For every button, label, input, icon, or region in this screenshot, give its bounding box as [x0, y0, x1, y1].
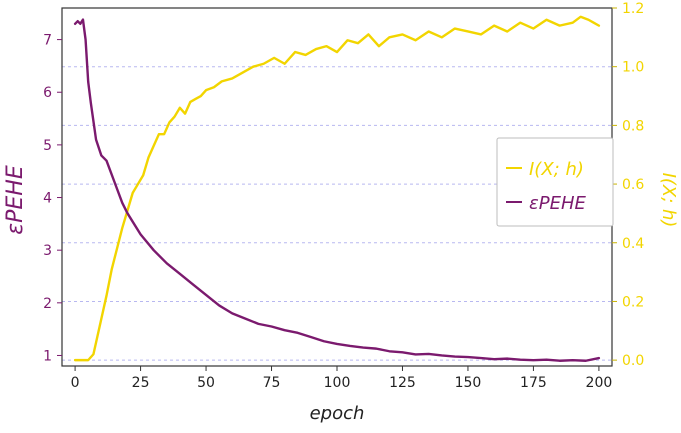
y-left-tick-label-2: 3 [43, 243, 52, 259]
y-right-tick-label-2: 0.4 [622, 236, 644, 252]
y-left-tick-label-0: 1 [43, 348, 52, 364]
y-left-tick-label-1: 2 [43, 296, 52, 312]
x-tick-label-5: 125 [389, 375, 416, 391]
y-right-tick-label-0: 0.0 [622, 353, 644, 369]
y-right-tick-label-1: 0.2 [622, 294, 644, 310]
x-tick-label-4: 100 [324, 375, 351, 391]
x-tick-label-0: 0 [71, 375, 80, 391]
y-right-tick-label-3: 0.6 [622, 177, 644, 193]
y-right-axis-title: I(X; h) [658, 173, 679, 228]
y-left-tick-label-4: 5 [43, 138, 52, 154]
x-tick-label-3: 75 [263, 375, 281, 391]
legend-label-i-xh: I(X; h) [529, 159, 584, 180]
y-left-tick-label-6: 7 [43, 33, 52, 49]
x-tick-label-6: 150 [455, 375, 482, 391]
y-left-tick-label-3: 4 [43, 191, 52, 207]
x-tick-label-1: 25 [132, 375, 150, 391]
x-axis-title: epoch [310, 403, 365, 424]
x-tick-label-2: 50 [197, 375, 215, 391]
legend: I(X; h) εPEHE [497, 138, 613, 226]
y-left-tick-label-5: 6 [43, 85, 52, 101]
x-tick-label-8: 200 [586, 375, 613, 391]
y-right-tick-label-5: 1.0 [622, 60, 644, 76]
x-tick-label-7: 175 [520, 375, 547, 391]
y-left-axis-title: εPEHE [3, 165, 28, 235]
y-right-tick-label-4: 0.8 [622, 118, 644, 134]
legend-label-epehe: εPEHE [529, 193, 586, 214]
y-right-tick-label-6: 1.2 [622, 1, 644, 17]
